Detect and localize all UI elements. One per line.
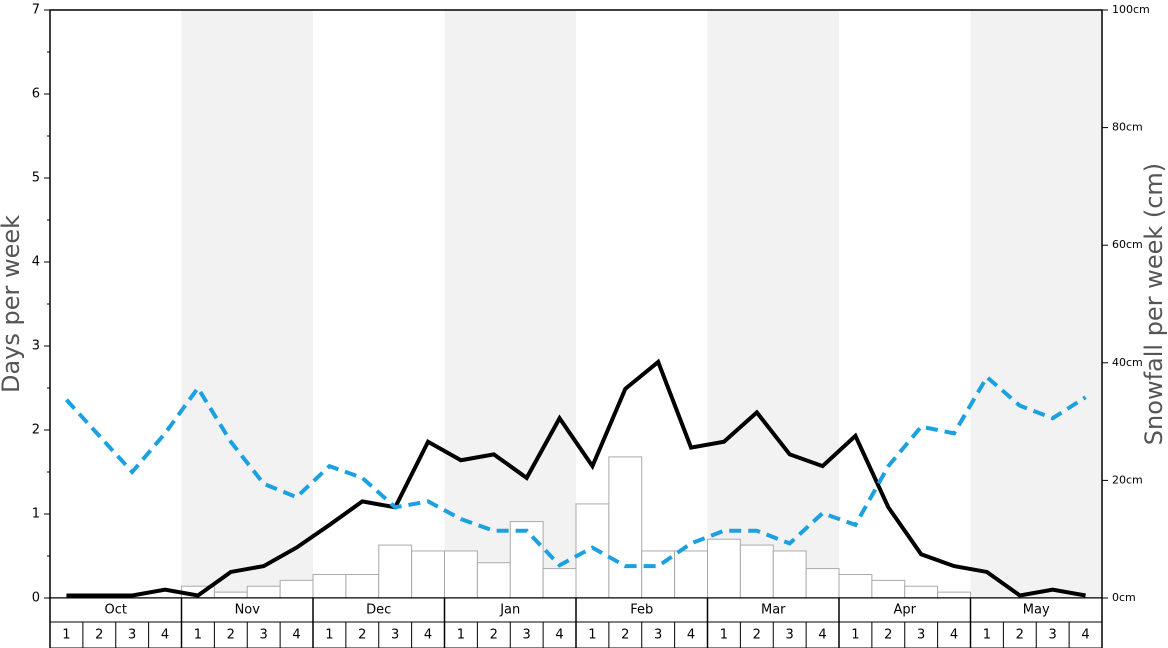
x-tick-label: 3 [391, 628, 399, 643]
bar [904, 585, 939, 599]
x-tick-label: 2 [490, 628, 498, 643]
y-axis-label: Days per week [0, 215, 25, 393]
x-tick-label: 2 [358, 628, 366, 643]
month-label: May [1023, 603, 1050, 618]
bar [378, 544, 413, 599]
y-tick-label: 0 [32, 591, 40, 606]
month-shade [444, 10, 576, 598]
y-tick-label: 6 [32, 87, 40, 102]
bar [575, 503, 610, 599]
x-tick-label: 3 [917, 628, 925, 643]
y2-tick-label: 100cm [1112, 3, 1150, 16]
x-tick-label: 1 [588, 628, 596, 643]
bar [838, 573, 873, 599]
bar [674, 550, 708, 599]
x-tick-label: 1 [325, 628, 333, 643]
month-label: Nov [235, 603, 261, 618]
y2-tick-label: 80cm [1112, 121, 1143, 134]
x-tick-label: 3 [260, 628, 268, 643]
x-tick-label: 2 [884, 628, 892, 643]
x-tick-label: 4 [292, 628, 300, 643]
month-shade [181, 10, 313, 598]
bar [509, 521, 544, 599]
bar [937, 591, 971, 599]
bar [246, 585, 281, 599]
x-tick-label: 3 [1049, 628, 1057, 643]
bar [476, 562, 511, 599]
x-tick-label: 3 [786, 628, 794, 643]
x-tick-label: 1 [720, 628, 728, 643]
y2-tick-label: 0cm [1112, 591, 1136, 604]
bar [772, 550, 807, 599]
y2-axis-label: Snowfall per week (cm) [1140, 163, 1168, 445]
bar [279, 579, 314, 599]
month-label: Apr [894, 603, 917, 618]
x-tick-label: 1 [194, 628, 202, 643]
bar [213, 591, 248, 599]
x-tick-label: 1 [851, 628, 859, 643]
x-tick-label: 3 [654, 628, 662, 643]
month-shade [707, 10, 839, 598]
y2-tick-label: 40cm [1112, 356, 1143, 369]
bar [805, 568, 840, 599]
x-tick-label: 2 [95, 628, 103, 643]
bar [444, 550, 478, 599]
x-tick-label: 2 [227, 628, 235, 643]
y-tick-label: 3 [32, 339, 40, 354]
x-tick-label: 4 [1081, 628, 1089, 643]
bar [707, 538, 741, 599]
bar [739, 544, 774, 599]
x-tick-label: 4 [818, 628, 826, 643]
month-label: Oct [105, 603, 127, 618]
month-label: Dec [366, 603, 391, 618]
y-tick-label: 5 [32, 171, 40, 186]
month-label: Feb [630, 603, 653, 618]
month-shade [970, 10, 1102, 598]
month-label: Mar [761, 603, 786, 618]
x-tick-label: 3 [523, 628, 531, 643]
line [66, 358, 1086, 598]
x-tick-label: 1 [62, 628, 70, 643]
x-tick-label: 4 [687, 628, 695, 643]
x-tick-label: 2 [753, 628, 761, 643]
bar [312, 573, 347, 599]
bar [608, 456, 643, 599]
y2-tick-label: 60cm [1112, 238, 1143, 251]
month-label: Jan [499, 603, 520, 618]
dashed-line [64, 373, 1087, 569]
bar [345, 573, 380, 599]
x-tick-label: 3 [128, 628, 136, 643]
x-tick-label: 4 [161, 628, 169, 643]
x-tick-label: 2 [621, 628, 629, 643]
x-tick-label: 1 [983, 628, 991, 643]
x-tick-label: 1 [457, 628, 465, 643]
x-tick-label: 4 [950, 628, 958, 643]
bar [542, 568, 577, 599]
y-tick-label: 7 [32, 3, 40, 18]
y2-tick-label: 20cm [1112, 473, 1143, 486]
x-tick-label: 4 [555, 628, 563, 643]
x-tick-label: 4 [424, 628, 432, 643]
y-tick-label: 2 [32, 423, 40, 438]
y-tick-label: 4 [32, 255, 40, 270]
x-tick-label: 2 [1016, 628, 1024, 643]
y-tick-label: 1 [32, 507, 40, 522]
bar [411, 550, 445, 599]
bar [871, 579, 906, 599]
